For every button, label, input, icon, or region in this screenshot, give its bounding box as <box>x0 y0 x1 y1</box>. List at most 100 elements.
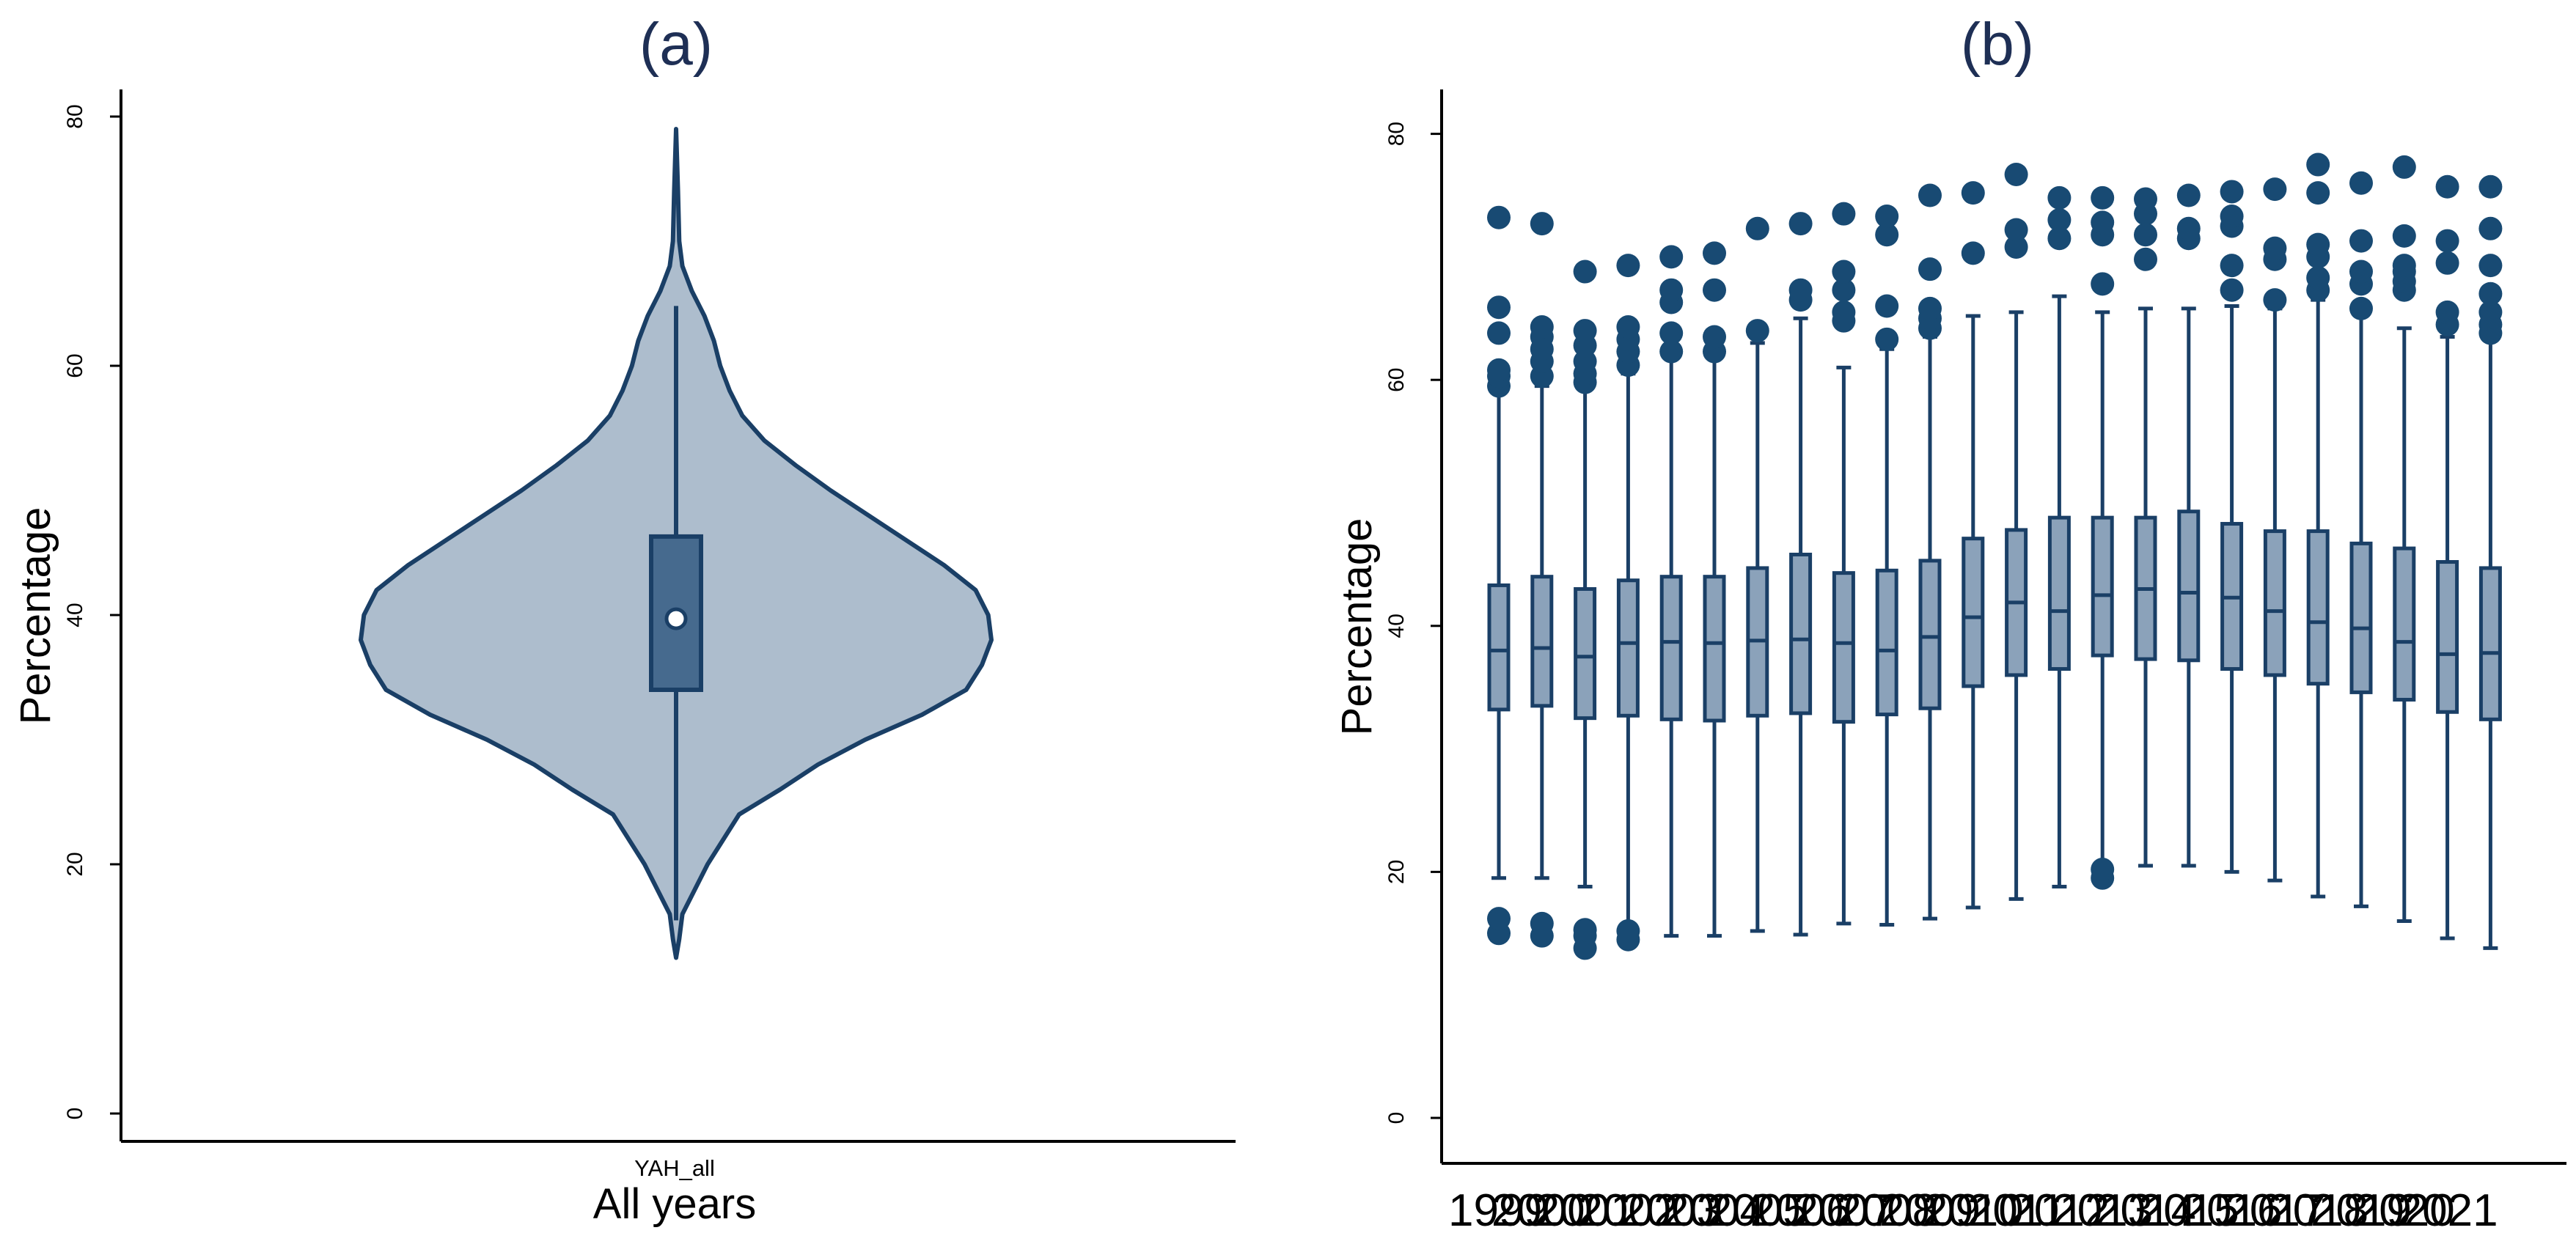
panel-a-y-tick-label: 20 <box>63 852 87 876</box>
panel-b-y-tick-label: 40 <box>1384 614 1409 638</box>
outlier-point <box>1832 260 1856 284</box>
outlier-point <box>1961 241 1985 265</box>
outlier-point <box>1918 296 1942 320</box>
iqr-box <box>2393 546 2416 702</box>
panel-b-x-tick-label: 2012 <box>2008 1185 2110 1236</box>
outlier-point <box>1788 212 1813 236</box>
outlier-point <box>2306 181 2330 205</box>
panel-a-y-tick-label: 40 <box>63 603 87 627</box>
year-box-group <box>1573 260 1597 960</box>
outlier-point <box>2478 300 2503 324</box>
panel-a-y-tick-label: 0 <box>63 1108 87 1120</box>
year-box-group <box>1659 245 1684 938</box>
outlier-point <box>2220 205 2244 229</box>
outlier-point <box>1530 911 1554 935</box>
iqr-box <box>2436 560 2459 714</box>
outlier-point <box>2478 174 2503 199</box>
year-box-group <box>2435 174 2459 941</box>
outlier-point <box>1918 257 1942 281</box>
outlier-point <box>2263 288 2287 312</box>
outlier-point <box>1487 205 1511 229</box>
iqr-box <box>2349 541 2373 694</box>
year-box-group <box>2392 155 2416 924</box>
outlier-point <box>1659 321 1684 345</box>
panel-b-x-tick-label: 2010 <box>1923 1185 2024 1236</box>
outlier-point <box>2392 155 2416 179</box>
outlier-point <box>2349 171 2373 195</box>
year-box-group <box>1788 212 1813 937</box>
panel-b-x-tick-label: 2015 <box>2138 1185 2239 1236</box>
panel-b-title: (b) <box>1961 11 2034 78</box>
outlier-point <box>1573 918 1597 942</box>
outlier-point <box>2176 216 2201 240</box>
panel-a-y-tick-label: 60 <box>63 353 87 378</box>
outlier-point <box>2478 216 2503 240</box>
outlier-point <box>2435 300 2459 324</box>
panel-a-y-tick-label: 80 <box>63 104 87 128</box>
outlier-point <box>2004 235 2028 259</box>
outlier-point <box>2478 254 2503 278</box>
year-box-group <box>2306 152 2330 899</box>
outlier-point <box>2047 227 2072 251</box>
outlier-point <box>1487 358 1511 382</box>
outlier-point <box>1875 223 1899 247</box>
outlier-point <box>2349 260 2373 284</box>
iqr-box <box>2478 566 2502 721</box>
outlier-point <box>2392 224 2416 248</box>
iqr-box <box>1616 578 1640 718</box>
year-box-group <box>1875 205 1899 927</box>
iqr-box <box>1832 571 1855 724</box>
outlier-point <box>1487 295 1511 320</box>
year-box-group <box>1530 212 1554 948</box>
outlier-point <box>1616 919 1640 943</box>
year-box-group <box>1703 241 1726 938</box>
outlier-point <box>2478 281 2503 306</box>
year-box-group <box>1918 183 1942 921</box>
iqr-box <box>1487 583 1511 712</box>
outlier-point <box>2134 247 2157 271</box>
panel-a-y-label: Percentage <box>12 507 59 725</box>
panel-b-x-tick-label: 2000 <box>1491 1185 1593 1236</box>
outlier-point <box>1703 278 1726 302</box>
outlier-point <box>2004 162 2028 186</box>
outlier-point <box>2134 187 2157 211</box>
iqr-box <box>1962 537 1985 688</box>
year-box-group <box>2176 183 2201 868</box>
iqr-box <box>1659 575 1683 721</box>
panel-b-x-tick-label: 2002 <box>1577 1185 1678 1236</box>
panel-b-y-tick-label: 80 <box>1384 122 1409 146</box>
outlier-point <box>2435 174 2459 199</box>
outlier-point <box>1616 315 1640 339</box>
panel-b-x-tick-label: 2014 <box>2095 1185 2196 1236</box>
outlier-point <box>2091 272 2115 296</box>
iqr-box <box>2047 515 2071 671</box>
iqr-box <box>1530 575 1554 708</box>
panel-b-x-tick-label: 2016 <box>2181 1185 2283 1236</box>
outlier-point <box>2091 210 2115 235</box>
panel-b-x-tick-label: 2021 <box>2397 1185 2498 1236</box>
outlier-point <box>2091 185 2115 210</box>
year-box-group <box>2134 187 2157 868</box>
outlier-point <box>1487 907 1511 931</box>
iqr-box <box>1703 575 1726 723</box>
panel-b-x-tick-label: 2001 <box>1535 1185 1636 1236</box>
iqr-box <box>2091 515 2114 658</box>
outlier-point <box>1875 294 1899 318</box>
outlier-point <box>2220 278 2244 302</box>
outlier-point <box>2220 254 2244 278</box>
outlier-point <box>1487 321 1511 345</box>
outlier-point <box>1832 278 1856 302</box>
outlier-point <box>1832 300 1856 324</box>
outlier-point <box>2220 180 2244 204</box>
panel-b-x-tick-label: 2003 <box>1621 1185 1722 1236</box>
outlier-point <box>2176 183 2201 207</box>
year-box-group <box>2349 171 2373 908</box>
outlier-point <box>1961 181 1985 205</box>
outlier-point <box>1918 183 1942 207</box>
panel-b-x-tick-label: 1999 <box>1448 1185 1549 1236</box>
panel-b-boxes <box>1487 152 2503 960</box>
year-box-group <box>1745 216 1769 933</box>
outlier-point <box>2263 236 2287 260</box>
outlier-point <box>1573 319 1597 343</box>
